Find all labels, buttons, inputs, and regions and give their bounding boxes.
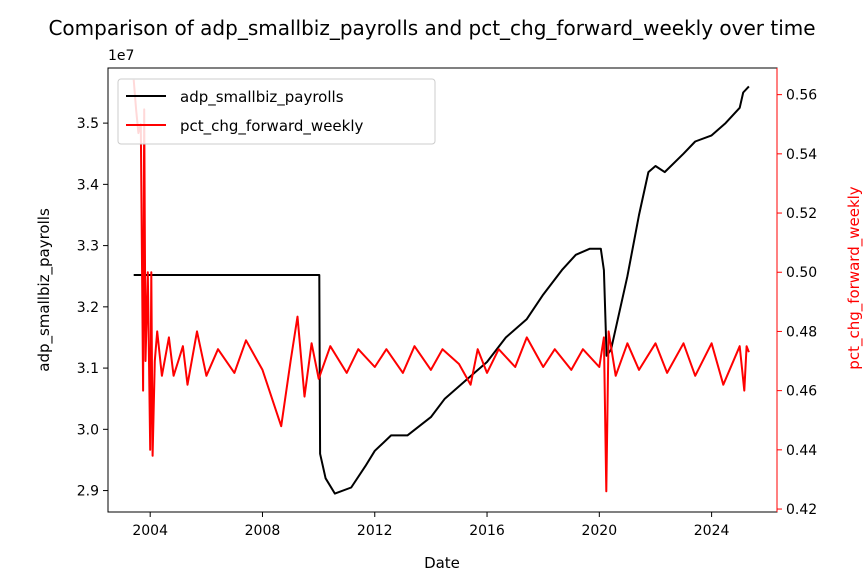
right-tick-label: 0.48 [786, 324, 817, 340]
x-tick-label: 2024 [694, 523, 730, 539]
left-tick-label: 3.2 [77, 300, 99, 316]
left-tick-label: 3.4 [77, 177, 99, 193]
legend: adp_smallbiz_payrolls pct_chg_forward_we… [117, 78, 436, 145]
x-axis-label: Date [424, 554, 460, 572]
right-tick-label: 0.56 [786, 88, 817, 104]
left-axis-offset-label: 1e7 [108, 48, 134, 64]
legend-label-pct-chg-forward-weekly: pct_chg_forward_weekly [180, 117, 364, 136]
x-tick-label: 2012 [357, 523, 393, 539]
left-tick-label: 2.9 [77, 484, 99, 500]
legend-box [117, 78, 436, 145]
chart-title: Comparison of adp_smallbiz_payrolls and … [48, 16, 815, 40]
x-tick-label: 2004 [132, 523, 168, 539]
series-line-adp-smallbiz-payrolls [133, 85, 750, 495]
right-tick-label: 0.50 [786, 265, 817, 281]
x-axis-ticks: 2004 2008 2012 2016 2020 2024 [132, 512, 730, 539]
left-axis-label: adp_smallbiz_payrolls [35, 208, 54, 372]
left-tick-label: 3.3 [77, 239, 99, 255]
left-axis-ticks: 2.9 3.0 3.1 3.2 3.3 3.4 3.5 [77, 116, 108, 500]
x-tick-label: 2016 [469, 523, 505, 539]
left-tick-label: 3.0 [77, 422, 99, 438]
right-axis-ticks: 0.42 0.44 0.46 0.48 0.50 0.52 0.54 0.56 [777, 88, 817, 518]
left-tick-label: 3.1 [77, 361, 99, 377]
x-tick-label: 2020 [581, 523, 617, 539]
right-tick-label: 0.44 [786, 443, 817, 459]
x-tick-label: 2008 [245, 523, 281, 539]
series-line-pct-chg-forward-weekly [132, 79, 750, 493]
right-tick-label: 0.52 [786, 206, 817, 222]
right-tick-label: 0.46 [786, 384, 817, 400]
right-axis-label: pct_chg_forward_weekly [845, 186, 864, 370]
right-tick-label: 0.54 [786, 147, 817, 163]
right-tick-label: 0.42 [786, 502, 817, 518]
left-tick-label: 3.5 [77, 116, 99, 132]
legend-label-adp-smallbiz-payrolls: adp_smallbiz_payrolls [180, 88, 344, 107]
plot-series [132, 79, 750, 495]
